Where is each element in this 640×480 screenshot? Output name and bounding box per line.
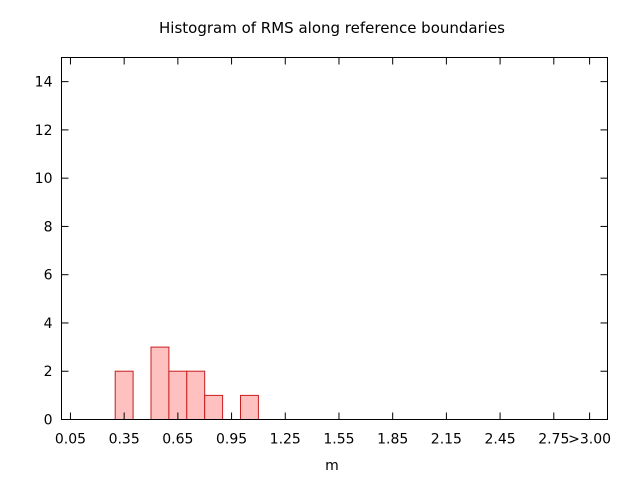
histogram-bar [168, 370, 188, 421]
histogram-bar [114, 370, 134, 421]
y-tick-label: 0 [44, 413, 53, 429]
histogram-bar [186, 370, 206, 421]
y-tick-label: 6 [44, 268, 53, 284]
x-tick-label: 2.75 [538, 432, 569, 448]
plot-frame [61, 57, 608, 420]
histogram-bar [240, 394, 259, 420]
x-tick-label: 0.95 [216, 432, 247, 448]
x-tick-label: >3.00 [568, 432, 611, 448]
x-tick-label: 1.55 [323, 432, 354, 448]
x-axis: 0.05 0.35 0.65 0.95 1.25 1.55 1.85 2.15 2.45 2.75… [55, 57, 611, 448]
histogram-bar [150, 346, 170, 421]
x-tick-label: 1.85 [377, 432, 408, 448]
x-tick-label: 0.05 [55, 432, 86, 448]
y-tick-label: 4 [44, 316, 53, 332]
x-tick-label: 0.35 [109, 432, 140, 448]
y-tick-label: 2 [44, 364, 53, 380]
histogram-bar [204, 394, 224, 420]
chart-title: Histogram of RMS along reference boundar… [159, 19, 505, 37]
x-axis-label: m [325, 458, 339, 474]
x-tick-label: 0.65 [162, 432, 193, 448]
x-tick-label: 2.45 [485, 432, 516, 448]
y-tick-label: 10 [35, 171, 53, 187]
bars-group [114, 346, 259, 421]
y-tick-label: 14 [35, 75, 53, 91]
y-axis: 0 2 4 6 8 10 12 14 [35, 75, 608, 429]
y-tick-label: 12 [35, 123, 53, 139]
x-tick-label: 1.25 [270, 432, 301, 448]
y-tick-label: 8 [44, 219, 53, 235]
x-tick-label: 2.15 [431, 432, 462, 448]
